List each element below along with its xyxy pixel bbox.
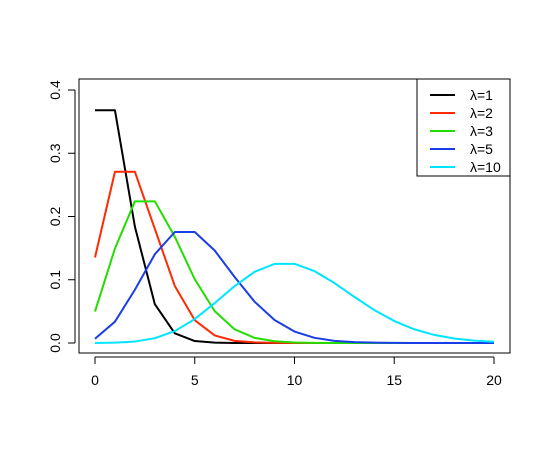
series-line-2	[94, 170, 494, 344]
x-tick-label: 0	[91, 372, 99, 388]
y-tick-label: 0.3	[47, 143, 63, 163]
x-tick-label: 5	[191, 372, 199, 388]
x-axis: 0 5 10 15 20	[91, 356, 502, 388]
legend-box	[416, 78, 511, 177]
legend-label: λ=1	[470, 87, 493, 103]
legend: λ=1 λ=2 λ=3 λ=5 λ=10	[416, 78, 511, 177]
y-tick-label: 0.0	[47, 333, 63, 353]
legend-label: λ=10	[470, 159, 501, 175]
legend-label: λ=3	[470, 123, 493, 139]
series-line-4	[94, 231, 494, 344]
series-line-5	[94, 262, 495, 344]
legend-label: λ=5	[470, 141, 493, 157]
x-tick-label: 10	[287, 372, 303, 388]
x-tick-label: 20	[486, 372, 502, 388]
y-tick-label: 0.4	[47, 80, 63, 100]
y-tick-label: 0.2	[47, 207, 63, 227]
plot-box	[78, 78, 511, 354]
y-tick-label: 0.1	[47, 270, 63, 290]
series-layer	[94, 109, 495, 344]
y-axis: 0.0 0.1 0.2 0.3 0.4	[47, 80, 76, 353]
legend-label: λ=2	[470, 105, 493, 121]
series-line-3	[94, 200, 494, 344]
x-tick-label: 15	[386, 372, 402, 388]
